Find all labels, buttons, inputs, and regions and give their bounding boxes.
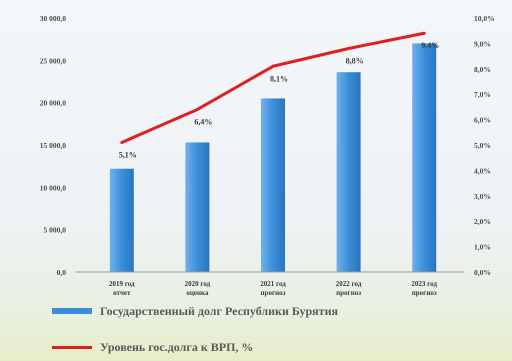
left-tick-label: 30 000,0 [40, 14, 67, 23]
legend-line-entry: Уровень гос.долга к ВРП, % [52, 340, 492, 354]
category-label: 2022 год прогноз [336, 280, 362, 297]
bar [336, 72, 361, 272]
left-tick-label: 15 000,0 [40, 141, 67, 150]
legend-line-label: Уровень гос.долга к ВРП, % [100, 340, 254, 354]
left-tick-label: 0,0 [57, 268, 67, 277]
right-tick-label: 8,0% [474, 65, 491, 74]
line-point [347, 46, 351, 50]
right-axis: 0,0% 1,0% 2,0% 3,0% 4,0% 5,0% 6,0% 7,0% 8,0% 9,0%… [474, 14, 495, 277]
line-data-label: 8,1% [270, 74, 288, 83]
right-tick-label: 0,0% [474, 268, 491, 277]
x-axis: 2019 год отчет 2020 год оценка 2021 год прогн… [109, 280, 437, 297]
right-tick-label: 5,0% [474, 141, 491, 150]
left-tick-label: 5 000,0 [44, 226, 67, 235]
bar [261, 98, 285, 272]
category-label: 2020 год оценка [185, 280, 211, 297]
line-point [195, 107, 199, 111]
right-tick-label: 3,0% [474, 192, 491, 201]
line-data-label: 5,1% [119, 150, 137, 159]
category-label: 2023 год прогноз [411, 280, 437, 297]
bar [109, 168, 134, 272]
legend-bar-swatch [52, 308, 92, 314]
category-label: 2021 год прогноз [260, 280, 286, 297]
line-data-label: 8,8% [346, 56, 364, 65]
right-tick-label: 9,0% [474, 39, 491, 48]
line-point [120, 140, 124, 144]
right-tick-label: 6,0% [474, 116, 491, 125]
right-tick-label: 10,0% [474, 14, 495, 23]
left-tick-label: 25 000,0 [40, 56, 67, 65]
line-series: 5,1% 6,4% 8,1% 8,8% 9,4% [119, 31, 439, 159]
right-tick-label: 1,0% [474, 243, 491, 252]
line-point [271, 64, 275, 68]
right-tick-label: 2,0% [474, 217, 491, 226]
line-data-label: 9,4% [421, 41, 439, 50]
bar-series [76, 43, 464, 273]
right-tick-label: 7,0% [474, 90, 491, 99]
line-point [422, 31, 426, 35]
line-data-label: 6,4% [194, 117, 212, 126]
bar [185, 142, 210, 272]
left-axis: 0,0 5 000,0 10 000,0 15 000,0 20 000,0 25 000… [40, 14, 67, 277]
right-tick-label: 4,0% [474, 166, 491, 175]
legend-bar-entry: Государственный долг Республики Бурятия [52, 304, 492, 318]
legend-bar-label: Государственный долг Республики Бурятия [100, 304, 338, 318]
left-tick-label: 10 000,0 [40, 183, 67, 192]
bar [412, 43, 437, 273]
legend-line-swatch [52, 346, 92, 349]
category-label: 2019 год отчет [109, 280, 135, 297]
left-tick-label: 20 000,0 [40, 99, 67, 108]
